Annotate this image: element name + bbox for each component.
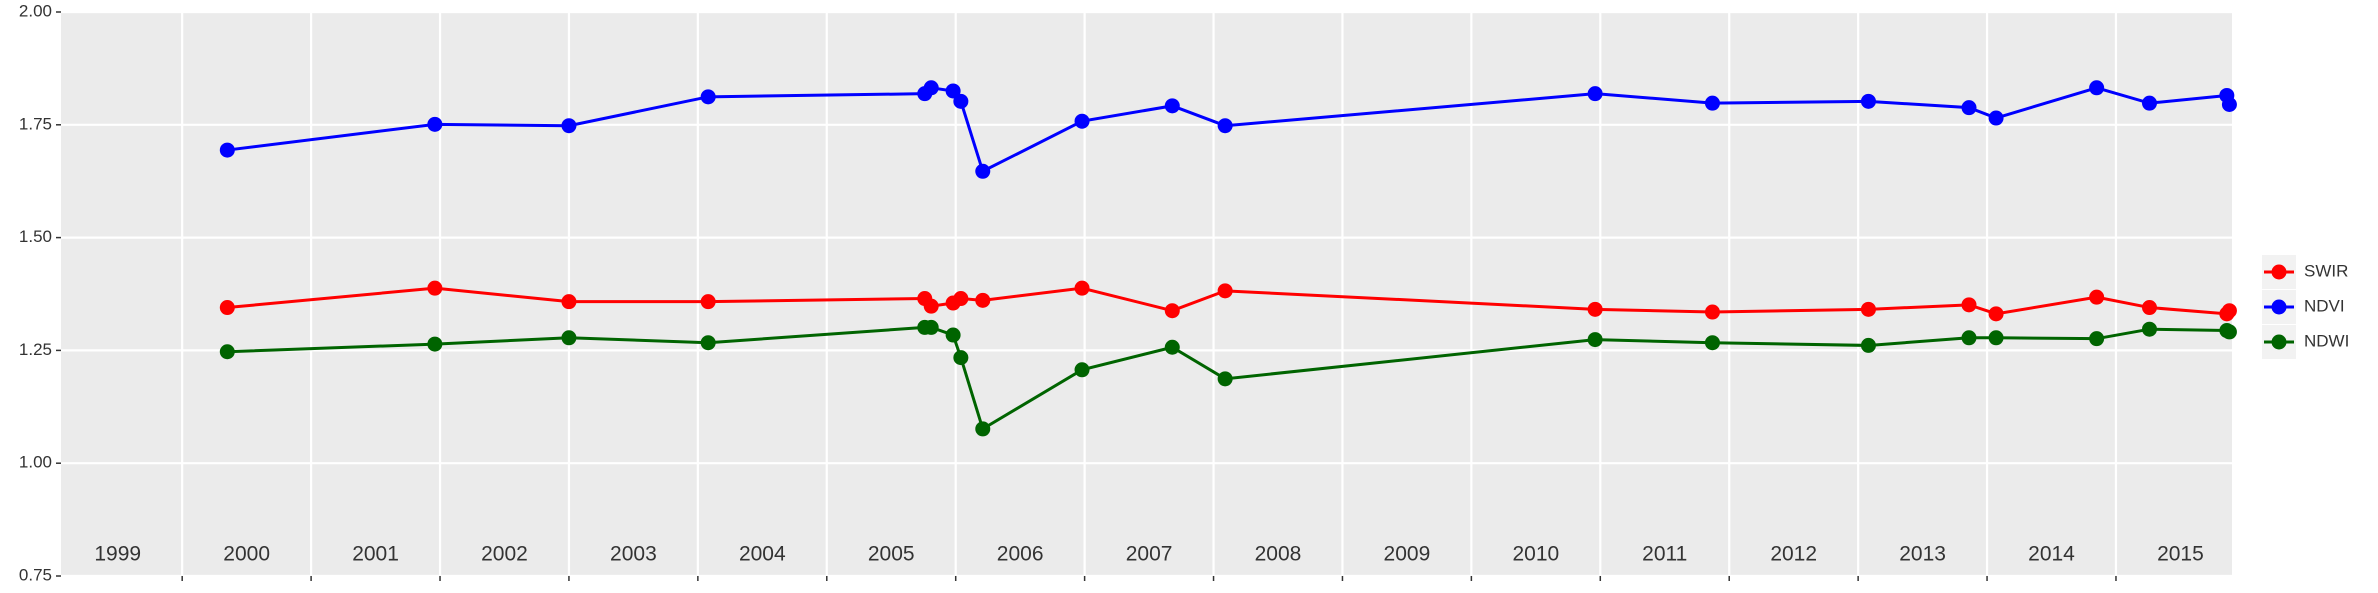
data-point [953, 93, 969, 109]
data-point [561, 330, 577, 346]
data-point [1164, 98, 1180, 114]
data-point [1587, 86, 1603, 102]
data-point [219, 142, 235, 158]
year-label: 2007 [1126, 543, 1173, 566]
year-label: 2003 [610, 543, 657, 566]
data-point [1860, 301, 1876, 317]
data-point [953, 350, 969, 366]
legend-label: NDWI [2304, 331, 2349, 350]
data-point [700, 335, 716, 351]
data-point [700, 89, 716, 105]
data-point [1074, 280, 1090, 296]
data-point [561, 118, 577, 134]
year-label: 2006 [997, 543, 1044, 566]
data-point [1961, 297, 1977, 313]
data-point [1988, 330, 2004, 346]
data-point [427, 280, 443, 296]
data-point [1860, 337, 1876, 353]
y-tick-label: 1.75 [19, 114, 52, 133]
data-point [1860, 93, 1876, 109]
y-tick-label: 1.00 [19, 453, 52, 472]
data-point [2221, 96, 2237, 112]
data-point [561, 294, 577, 310]
data-point [219, 344, 235, 360]
data-point [1074, 362, 1090, 378]
year-label: 1999 [94, 543, 141, 566]
data-point [923, 319, 939, 335]
year-label: 2010 [1512, 543, 1559, 566]
legend-point [2271, 334, 2287, 350]
data-point [1164, 303, 1180, 319]
data-point [1961, 100, 1977, 116]
year-label: 2004 [739, 543, 786, 566]
year-label: 2001 [352, 543, 399, 566]
data-point [427, 116, 443, 132]
y-tick-label: 1.25 [19, 340, 52, 359]
legend-point [2271, 299, 2287, 315]
data-point [2141, 95, 2157, 111]
legend-point [2271, 264, 2287, 280]
data-point [975, 163, 991, 179]
data-point [953, 291, 969, 307]
data-point [700, 294, 716, 310]
data-point [2221, 303, 2237, 319]
data-point [923, 80, 939, 96]
data-point [2089, 289, 2105, 305]
data-point [1587, 301, 1603, 317]
data-point [975, 421, 991, 437]
data-point [1704, 95, 1720, 111]
legend-label: NDVI [2304, 296, 2345, 315]
data-point [1587, 332, 1603, 348]
y-tick-label: 2.00 [19, 1, 52, 20]
year-label: 2008 [1255, 543, 1302, 566]
data-point [427, 336, 443, 352]
data-point [1164, 339, 1180, 355]
year-label: 2009 [1384, 543, 1431, 566]
data-point [2141, 300, 2157, 316]
year-label: 2015 [2157, 543, 2204, 566]
y-tick-label: 1.50 [19, 227, 52, 246]
data-point [1704, 335, 1720, 351]
data-point [945, 83, 961, 99]
data-point [1988, 306, 2004, 322]
year-label: 2013 [1899, 543, 1946, 566]
data-point [2089, 331, 2105, 347]
year-label: 2011 [1642, 543, 1687, 566]
year-label: 2014 [2028, 543, 2075, 566]
data-point [923, 298, 939, 314]
year-label: 2002 [481, 543, 528, 566]
legend-label: SWIR [2304, 261, 2348, 280]
data-point [945, 327, 961, 343]
data-point [1961, 330, 1977, 346]
year-label: 2000 [223, 543, 270, 566]
data-point [219, 300, 235, 316]
data-point [1217, 118, 1233, 134]
data-point [1217, 371, 1233, 387]
data-point [2141, 321, 2157, 337]
year-label: 2005 [868, 543, 915, 566]
data-point [1074, 113, 1090, 129]
y-tick-label: 0.75 [19, 565, 52, 584]
year-label: 2012 [1770, 543, 1817, 566]
data-point [2089, 80, 2105, 96]
data-point [975, 292, 991, 308]
data-point [2221, 324, 2237, 340]
data-point [1988, 110, 2004, 126]
data-point [1217, 283, 1233, 299]
data-point [1704, 304, 1720, 320]
